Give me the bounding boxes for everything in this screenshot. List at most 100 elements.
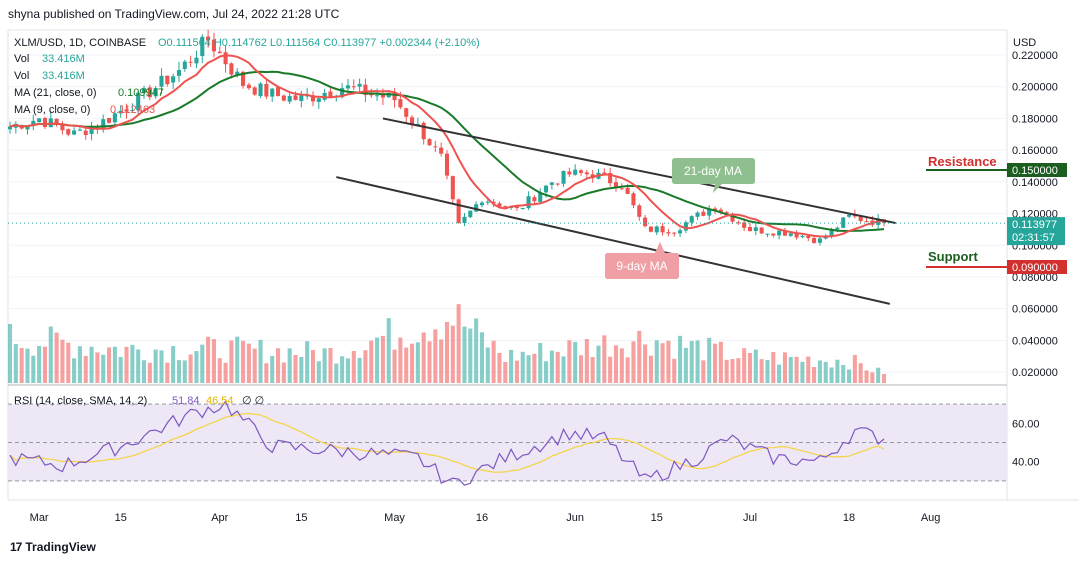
candle-body bbox=[701, 211, 706, 216]
candle bbox=[683, 220, 688, 233]
volume-bar bbox=[217, 358, 222, 383]
volume-bar bbox=[730, 359, 735, 383]
volume-bar bbox=[782, 352, 787, 383]
volume-bar bbox=[206, 336, 211, 383]
candle-body bbox=[404, 108, 409, 117]
candle-body bbox=[299, 95, 304, 101]
volume-bar bbox=[252, 348, 257, 383]
volume-bar bbox=[176, 360, 182, 383]
candle-body bbox=[730, 213, 735, 222]
candle-body bbox=[37, 118, 42, 123]
candle-body bbox=[200, 36, 205, 57]
volume-bar bbox=[258, 339, 263, 383]
candle bbox=[468, 210, 473, 219]
candle-body bbox=[351, 86, 356, 88]
volume-bar bbox=[602, 335, 607, 383]
volume-bar bbox=[835, 359, 840, 383]
candle bbox=[479, 201, 484, 208]
volume-bar bbox=[876, 367, 881, 383]
volume-bar bbox=[153, 349, 158, 383]
candle bbox=[450, 175, 455, 203]
candle bbox=[672, 232, 677, 237]
candle-body bbox=[608, 173, 613, 184]
volume-bar bbox=[555, 351, 560, 383]
candle-body bbox=[293, 95, 298, 100]
date-tick-label: 15 bbox=[295, 512, 307, 524]
support-label: Support bbox=[928, 249, 978, 264]
candle-body bbox=[72, 130, 77, 135]
candle bbox=[584, 169, 589, 179]
volume-bar bbox=[264, 363, 269, 383]
volume-bar bbox=[666, 340, 671, 383]
volume-bar bbox=[456, 304, 461, 383]
legend-vol2-name: Vol bbox=[14, 70, 29, 82]
volume-bar bbox=[386, 318, 391, 383]
candle-body bbox=[223, 52, 228, 65]
candle bbox=[153, 86, 158, 99]
volume-bar bbox=[695, 340, 700, 383]
volume-bar bbox=[613, 345, 619, 383]
candle bbox=[462, 212, 467, 227]
volume-bar bbox=[31, 355, 36, 383]
candle bbox=[37, 118, 42, 123]
volume-bar bbox=[806, 356, 811, 383]
volume-bar bbox=[544, 361, 549, 383]
candle-body bbox=[742, 222, 747, 228]
volume-bar bbox=[590, 357, 595, 383]
volume-bar bbox=[631, 341, 636, 383]
candle-body bbox=[485, 201, 490, 203]
volume-bar bbox=[485, 347, 490, 383]
tradingview-brand[interactable]: 17 TradingView bbox=[10, 540, 96, 554]
candle-body bbox=[695, 212, 700, 217]
volume-bar bbox=[281, 362, 286, 383]
resistance-price-tag: 0.150000 bbox=[1012, 165, 1058, 177]
volume-bar bbox=[829, 367, 834, 383]
ma9-callout-text: 9-day MA bbox=[616, 259, 667, 273]
volume-bar bbox=[328, 348, 333, 383]
rsi-legend-value: 51.84 bbox=[172, 395, 200, 407]
volume-bar bbox=[462, 326, 467, 383]
legend-ma9-value: 0.112463 bbox=[110, 104, 155, 116]
candle bbox=[141, 85, 147, 99]
date-tick-label: Mar bbox=[30, 512, 49, 524]
candle-body bbox=[235, 71, 240, 75]
channel-lower-line bbox=[336, 176, 891, 305]
candle bbox=[753, 223, 758, 236]
candle bbox=[532, 195, 537, 205]
candle-body bbox=[270, 88, 275, 97]
candle-body bbox=[153, 88, 158, 97]
candle-body bbox=[450, 176, 455, 200]
candle-body bbox=[363, 84, 368, 96]
candle-body bbox=[456, 199, 461, 224]
candle bbox=[147, 84, 152, 101]
volume-bar bbox=[561, 356, 566, 383]
volume-bar bbox=[60, 339, 65, 383]
candle bbox=[578, 169, 584, 176]
candle bbox=[415, 117, 420, 125]
volume-bar bbox=[759, 359, 764, 383]
brand-name: TradingView bbox=[25, 540, 96, 554]
current-price-value: 0.113977 bbox=[1012, 219, 1057, 231]
candle bbox=[107, 117, 112, 124]
volume-bar bbox=[322, 348, 327, 383]
candle bbox=[130, 103, 135, 113]
candle bbox=[643, 214, 648, 228]
rsi-sma-line bbox=[9, 412, 885, 473]
volume-bar bbox=[410, 343, 415, 383]
candle-body bbox=[759, 227, 764, 234]
date-tick-label: 16 bbox=[476, 512, 488, 524]
candle bbox=[66, 128, 71, 137]
candle-body bbox=[211, 39, 216, 52]
volume-bar bbox=[13, 344, 18, 383]
candle-body bbox=[328, 91, 333, 97]
volume-bar bbox=[211, 339, 216, 383]
volume-bar bbox=[689, 341, 694, 383]
candle bbox=[194, 50, 199, 69]
candle-body bbox=[287, 95, 292, 102]
candle bbox=[573, 164, 578, 176]
grid bbox=[8, 54, 1007, 373]
candle bbox=[538, 188, 543, 204]
candle bbox=[759, 226, 764, 234]
candle-body bbox=[806, 235, 811, 239]
